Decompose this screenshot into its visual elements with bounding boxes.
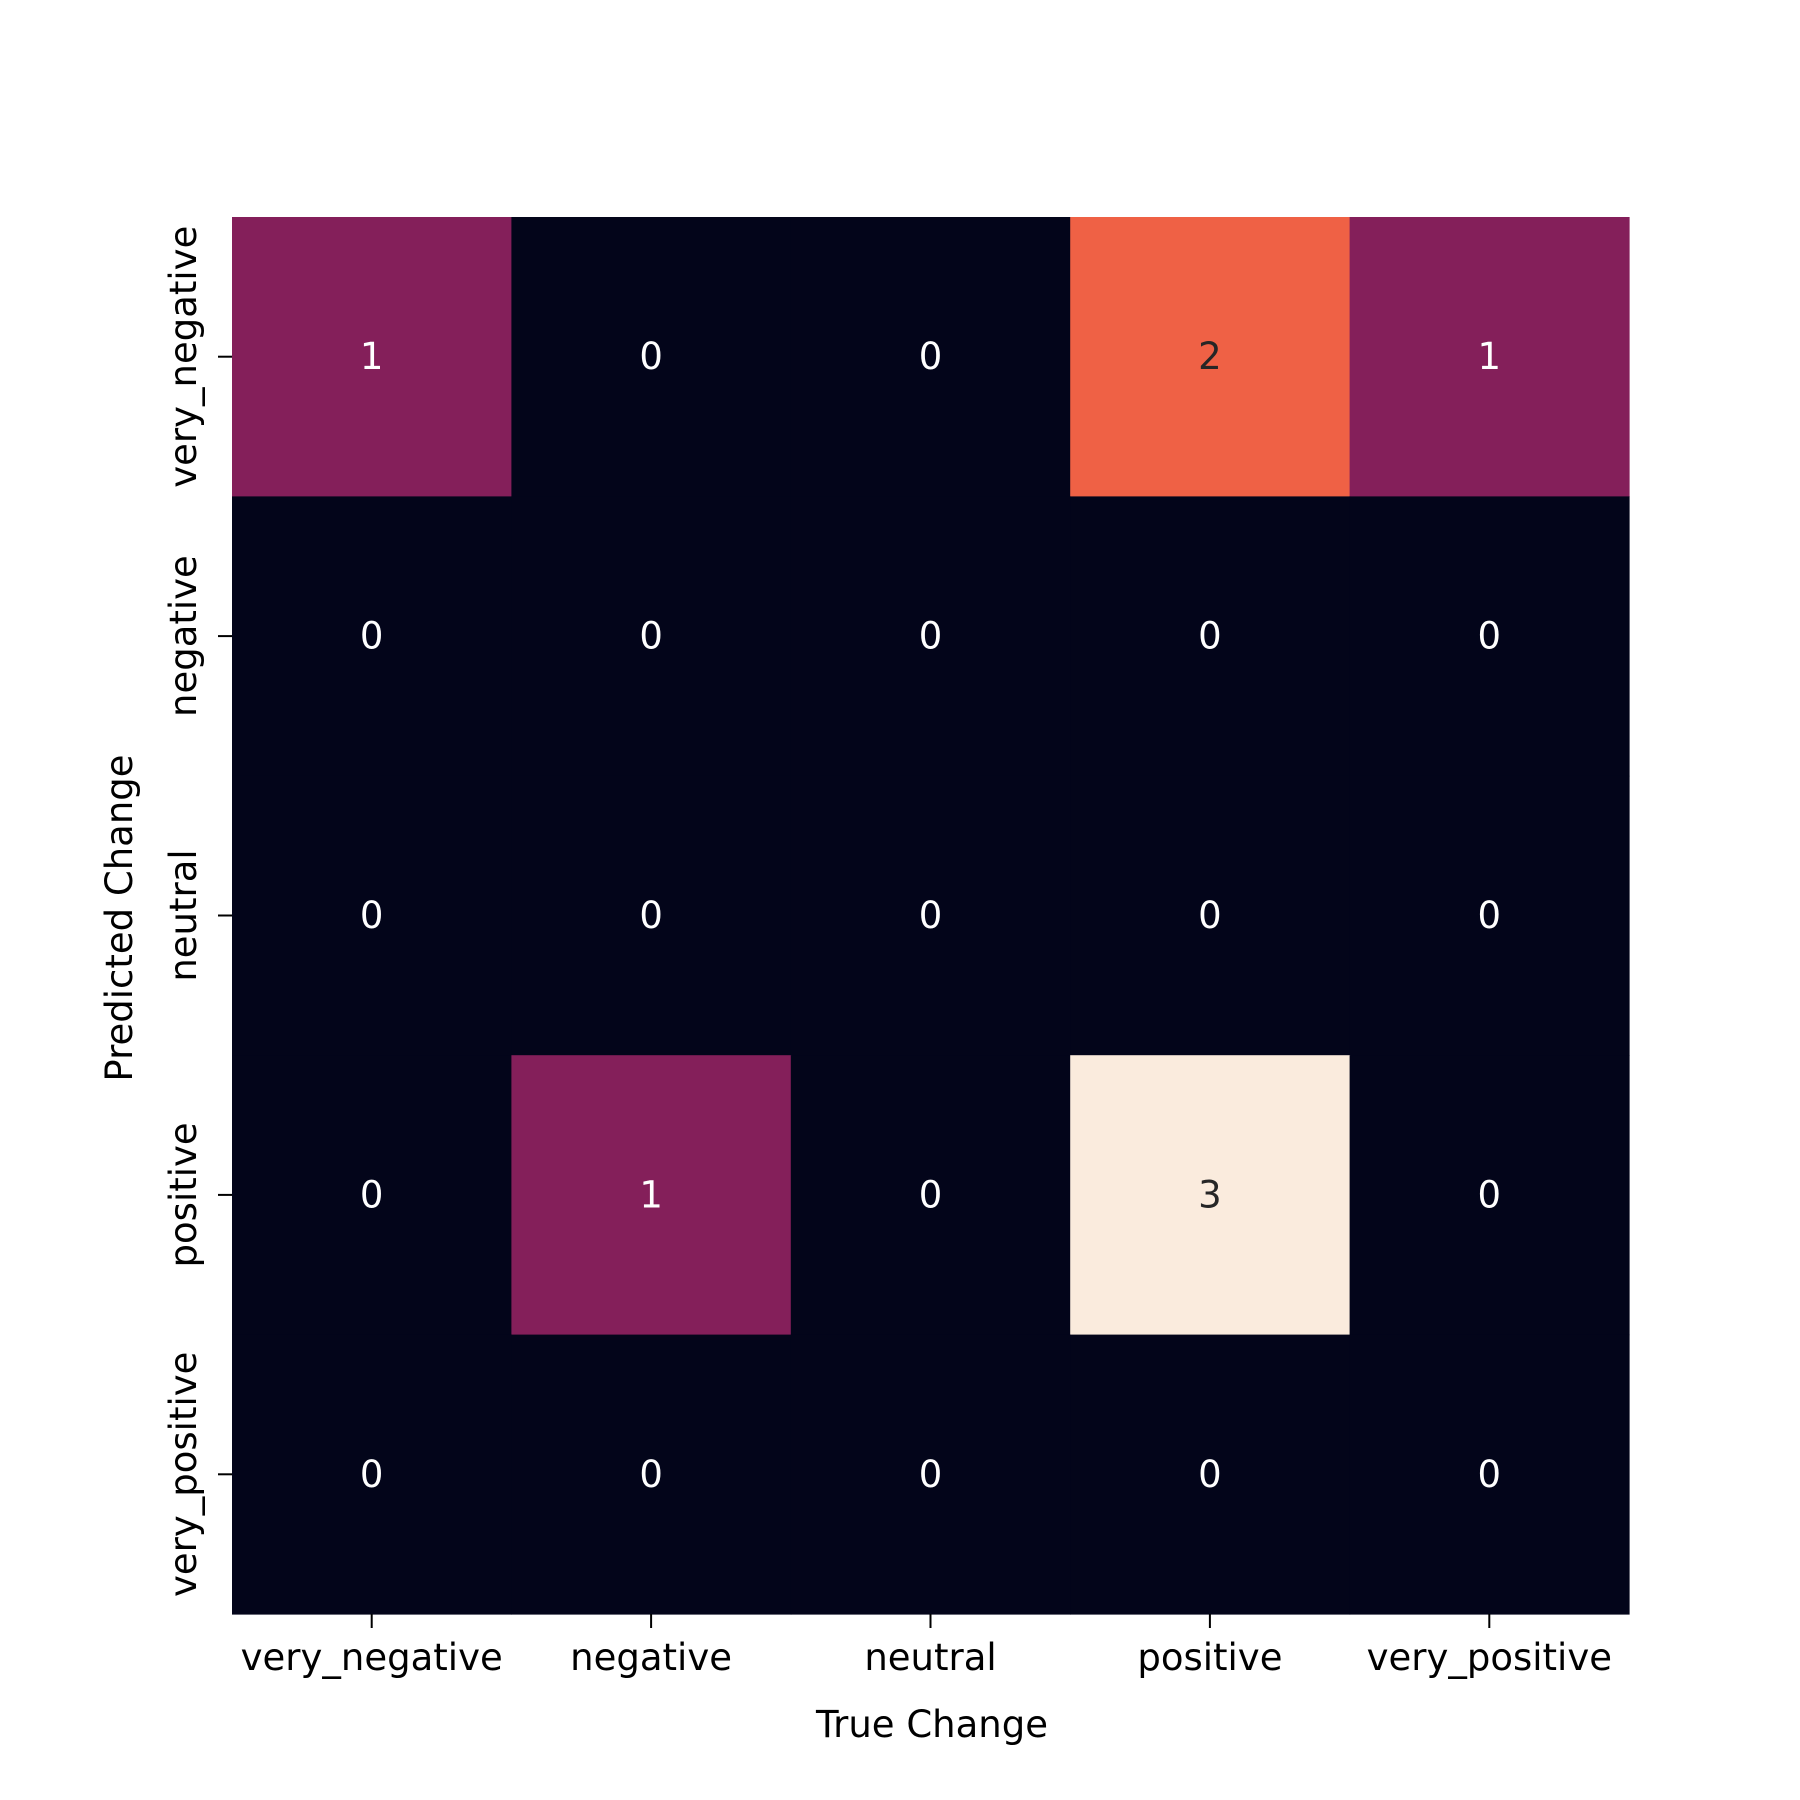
cell-value-label: 0 [919,615,943,658]
heatmap-cell-very_positive-positive [1070,1334,1351,1615]
y-axis: very_negative negative neutral positive very… [162,226,232,1597]
y-tick-label: positive [162,1122,205,1267]
heatmap-cell-very_negative-positive [1070,217,1351,497]
heatmap-cell-positive-positive [1070,1055,1351,1336]
heatmap-cell-negative-very_positive [1349,496,1630,777]
x-tick-label: very_positive [1367,1636,1612,1679]
heatmap-cell-very_negative-very_positive [1349,217,1630,497]
x-tick-label: very_negative [241,1636,503,1679]
cell-value-label: 0 [1198,1453,1222,1496]
heatmap-cell-very_positive-negative [511,1334,792,1615]
heatmap-cell-neutral-negative [511,775,792,1056]
cell-value-label: 0 [639,335,663,378]
heatmap-cell-positive-very_negative [232,1055,512,1336]
cell-value-label: 0 [360,615,384,658]
y-tick-label: very_positive [162,1352,205,1597]
heatmap-cell-negative-very_negative [232,496,512,777]
cell-value-label: 0 [1478,894,1502,937]
heatmap-cell-negative-positive [1070,496,1351,777]
cell-value-label: 0 [919,1173,943,1216]
cell-value-label: 3 [1198,1173,1222,1216]
x-axis-title: True Change [815,1703,1048,1746]
y-tick-label: neutral [162,849,205,981]
cell-value-label: 0 [1198,615,1222,658]
heatmap-cell-neutral-neutral [790,775,1071,1056]
x-tick-label: negative [570,1636,732,1679]
cell-value-label: 1 [360,335,384,378]
heatmap-cell-very_negative-neutral [790,217,1071,497]
y-tick-label: very_negative [162,226,205,488]
heatmap-cells [232,217,1630,1615]
heatmap-cell-negative-negative [511,496,792,777]
cell-value-label: 1 [1478,335,1502,378]
cell-value-label: 0 [360,1173,384,1216]
cell-value-label: 0 [639,1453,663,1496]
cell-value-label: 0 [919,335,943,378]
heatmap-cell-very_positive-neutral [790,1334,1071,1615]
heatmap-cell-neutral-very_positive [1349,775,1630,1056]
cell-value-label: 0 [639,615,663,658]
cell-value-label: 0 [919,1453,943,1496]
heatmap-cell-very_negative-very_negative [232,217,512,497]
cell-value-label: 0 [919,894,943,937]
x-axis: very_negative negative neutral positive very… [241,1614,1612,1679]
cell-value-label: 0 [1478,1173,1502,1216]
x-tick-label: neutral [864,1636,996,1679]
heatmap-cell-very_negative-negative [511,217,792,497]
cell-value-label: 1 [639,1173,663,1216]
cell-annotations: 1 0 0 2 1 0 0 0 0 0 0 0 0 0 0 0 1 0 3 0 0 0 0 0 0 [360,335,1501,1496]
heatmap-cell-neutral-positive [1070,775,1351,1056]
heatmap-cell-very_positive-very_negative [232,1334,512,1615]
cell-value-label: 2 [1198,335,1222,378]
y-axis-title: Predicted Change [98,754,141,1081]
heatmap-cell-positive-very_positive [1349,1055,1630,1336]
heatmap-cell-positive-neutral [790,1055,1071,1336]
heatmap-cell-positive-negative [511,1055,792,1336]
cell-value-label: 0 [1198,894,1222,937]
cell-value-label: 0 [639,894,663,937]
cell-value-label: 0 [360,1453,384,1496]
cell-value-label: 0 [1478,1453,1502,1496]
heatmap-cell-negative-neutral [790,496,1071,777]
heatmap-cell-neutral-very_negative [232,775,512,1056]
cell-value-label: 0 [360,894,384,937]
y-tick-label: negative [162,555,205,717]
cell-value-label: 0 [1478,615,1502,658]
x-tick-label: positive [1137,1636,1282,1679]
heatmap-cell-very_positive-very_positive [1349,1334,1630,1615]
